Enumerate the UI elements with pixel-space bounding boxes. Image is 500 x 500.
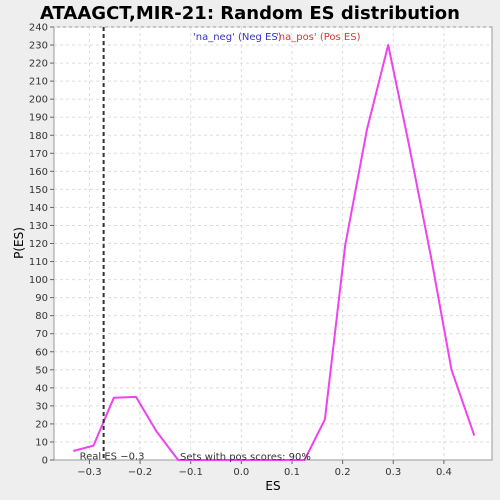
x-tick-label: 0.2 [335, 467, 351, 478]
y-tick-label: 70 [35, 329, 48, 340]
y-tick-label: 30 [35, 401, 48, 412]
y-tick-label: 100 [29, 275, 48, 286]
x-tick-label: −0.1 [179, 467, 203, 478]
y-tick-label: 50 [35, 365, 48, 376]
y-tick-label: 230 [29, 41, 48, 52]
y-tick-label: 180 [29, 131, 48, 142]
pos-scores-annotation: Sets with pos scores: 90% [180, 452, 311, 463]
x-ticks: −0.3 −0.2 −0.1 0.0 0.1 0.2 0.3 0.4 [77, 460, 452, 478]
y-ticks: 0 10 20 30 40 50 60 70 80 90 100 110 120 130 140 150 160… [29, 23, 54, 467]
grid [54, 26, 492, 460]
y-tick-label: 60 [35, 347, 48, 358]
legend-entry-pos: 'na_pos' (Pos ES) [276, 32, 361, 43]
x-tick-label: 0.1 [284, 467, 300, 478]
y-tick-label: 240 [29, 23, 48, 34]
x-axis-label: ES [265, 479, 280, 493]
series-line [72, 44, 476, 461]
y-tick-label: 170 [29, 149, 48, 160]
real-es-label: Real ES −0.3 [80, 452, 145, 463]
y-tick-label: 0 [42, 456, 48, 467]
real-es-marker: Real ES −0.3 [80, 27, 145, 463]
x-tick-label: −0.2 [128, 467, 152, 478]
y-tick-label: 190 [29, 113, 48, 124]
y-tick-label: 210 [29, 77, 48, 88]
x-tick-label: 0.3 [385, 467, 401, 478]
x-tick-label: −0.3 [77, 467, 101, 478]
y-tick-label: 140 [29, 203, 48, 214]
y-tick-label: 160 [29, 167, 48, 178]
series-layer [72, 44, 476, 461]
y-tick-label: 150 [29, 185, 48, 196]
y-tick-label: 10 [35, 437, 48, 448]
x-tick-label: 0.0 [233, 467, 249, 478]
y-axis-label: P(ES) [12, 227, 26, 259]
x-tick-label: 0.4 [436, 467, 452, 478]
legend-entry-neg: 'na_neg' (Neg ES) [193, 32, 282, 43]
y-tick-label: 130 [29, 221, 48, 232]
y-tick-label: 220 [29, 59, 48, 70]
chart-title: ATAAGCT,MIR-21: Random ES distribution [40, 3, 460, 24]
y-tick-label: 40 [35, 383, 48, 394]
y-tick-label: 120 [29, 239, 48, 250]
y-tick-label: 90 [35, 293, 48, 304]
y-tick-label: 80 [35, 311, 48, 322]
y-tick-label: 110 [29, 257, 48, 268]
y-tick-label: 20 [35, 419, 48, 430]
y-tick-label: 200 [29, 95, 48, 106]
